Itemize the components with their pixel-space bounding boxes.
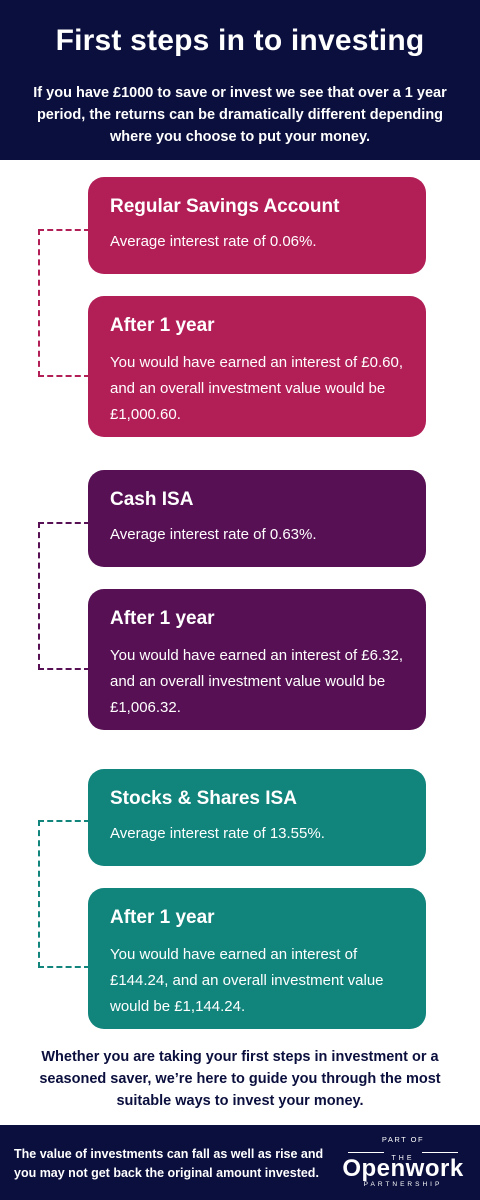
header-banner: First steps in to investing If you have … xyxy=(0,0,480,160)
footer-banner: The value of investments can fall as wel… xyxy=(0,1125,480,1200)
result-title: After 1 year xyxy=(110,608,215,629)
result-title: After 1 year xyxy=(110,907,215,928)
openwork-logo: PART OF THE Openwork PARTNERSHIP xyxy=(340,1135,466,1195)
dashed-connector xyxy=(38,229,90,377)
result-text: You would have earned an interest of £0.… xyxy=(110,354,403,423)
rate-text: Average interest rate of 0.63%. xyxy=(110,526,317,543)
logo-the: THE xyxy=(391,1155,415,1162)
result-text: You would have earned an interest of £14… xyxy=(110,946,384,1015)
logo-part-of: PART OF xyxy=(381,1135,425,1144)
result-text: You would have earned an interest of £6.… xyxy=(110,647,403,716)
disclaimer-text: The value of investments can fall as wel… xyxy=(14,1147,324,1180)
dashed-connector xyxy=(38,820,90,968)
dashed-connector xyxy=(38,522,90,670)
closing-text: Whether you are taking your first steps … xyxy=(39,1049,441,1109)
result-card-cash-isa: After 1 year You would have earned an in… xyxy=(88,589,426,730)
account-name: Stocks & Shares ISA xyxy=(110,788,297,809)
account-card-stocks-shares-isa: Stocks & Shares ISA Average interest rat… xyxy=(88,769,426,866)
account-name: Regular Savings Account xyxy=(110,196,340,217)
result-card-regular-savings: After 1 year You would have earned an in… xyxy=(88,296,426,437)
rate-text: Average interest rate of 13.55%. xyxy=(110,825,325,842)
logo-partnership: PARTNERSHIP xyxy=(363,1181,443,1188)
page-title: First steps in to investing xyxy=(55,24,425,57)
account-name: Cash ISA xyxy=(110,489,194,510)
account-card-regular-savings: Regular Savings Account Average interest… xyxy=(88,177,426,274)
rate-text: Average interest rate of 0.06%. xyxy=(110,233,317,250)
logo-wordmark: Openwork xyxy=(342,1155,464,1182)
result-card-stocks-shares-isa: After 1 year You would have earned an in… xyxy=(88,888,426,1029)
intro-text: If you have £1000 to save or invest we s… xyxy=(33,85,447,145)
result-title: After 1 year xyxy=(110,315,215,336)
account-card-cash-isa: Cash ISA Average interest rate of 0.63%. xyxy=(88,470,426,567)
